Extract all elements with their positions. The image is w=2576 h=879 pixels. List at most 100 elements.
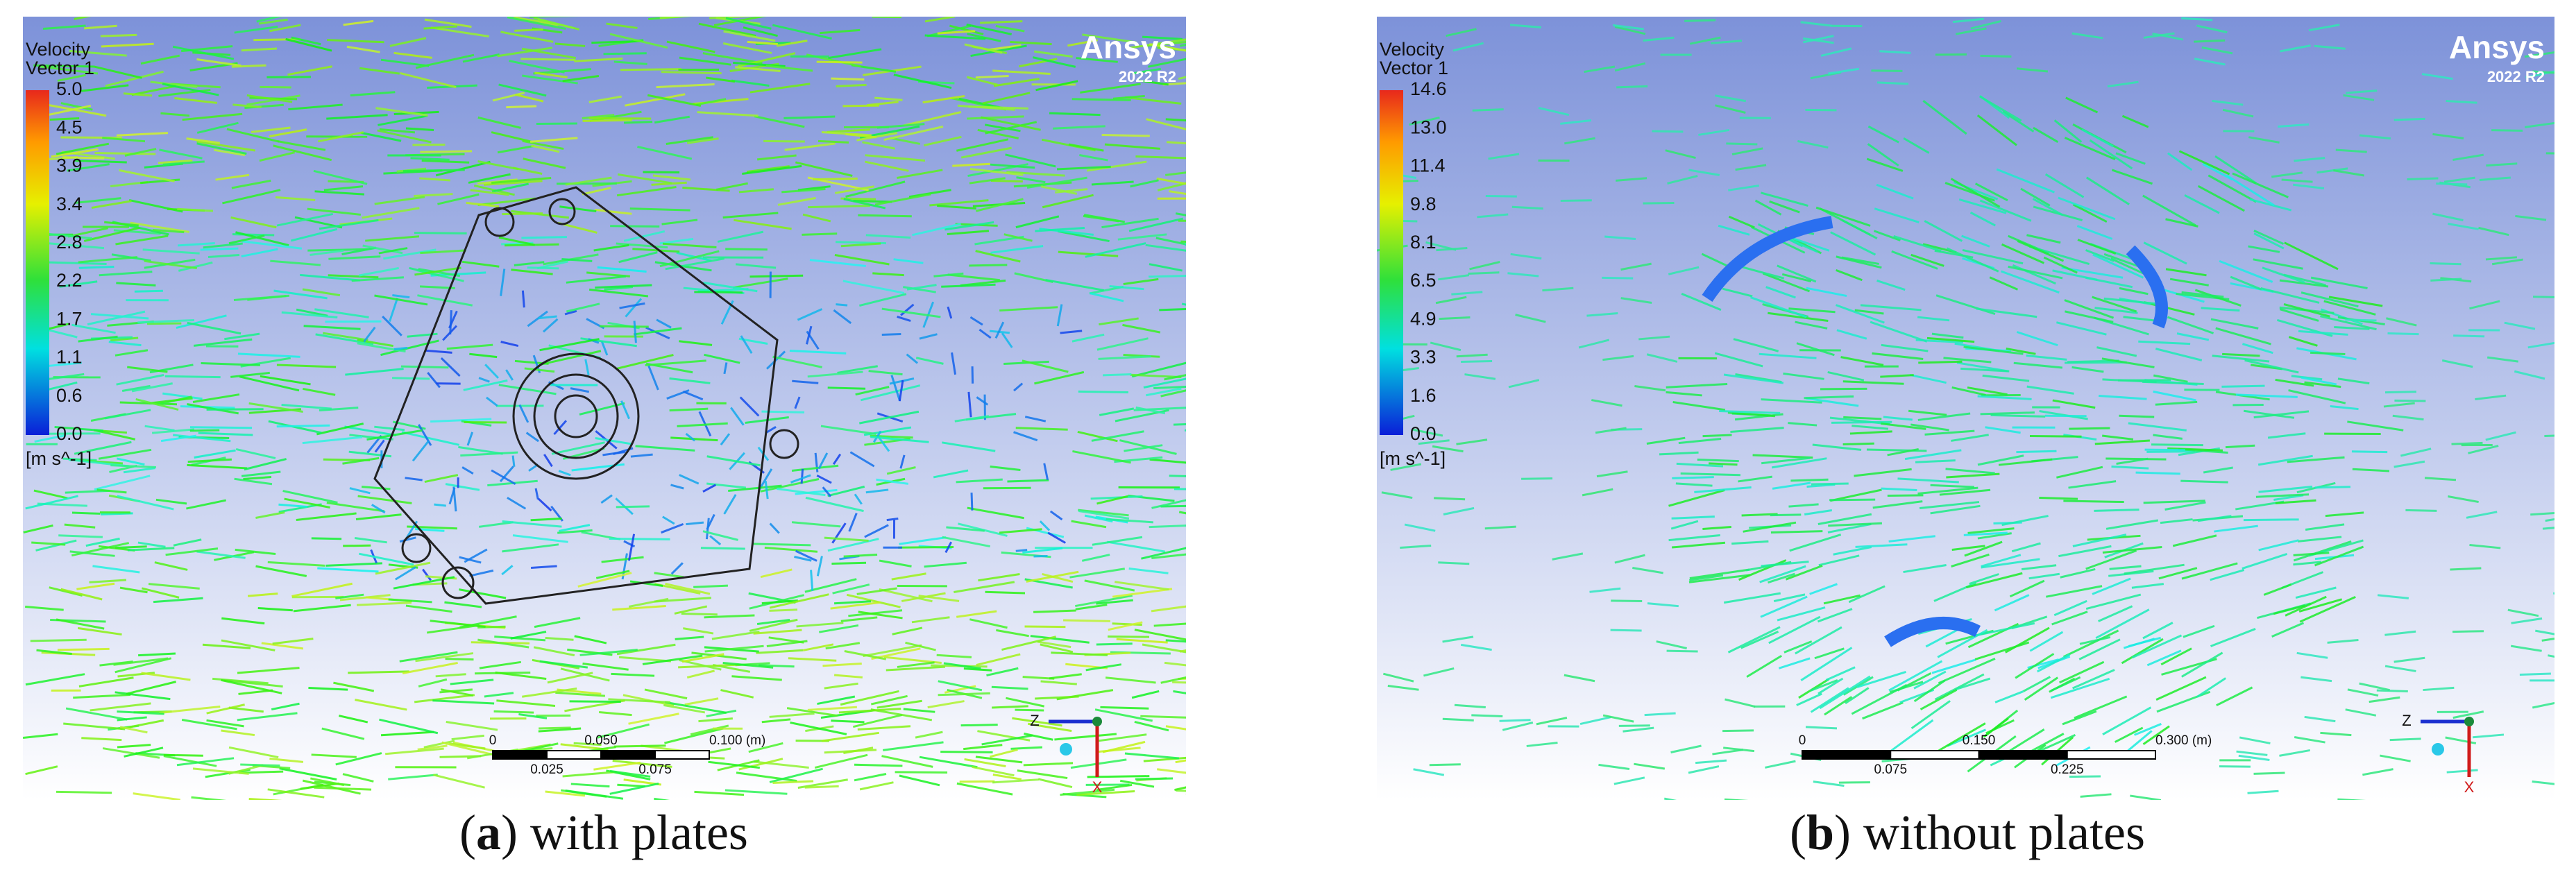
flow-arrow [2109, 565, 2142, 570]
flow-arrow [807, 370, 863, 378]
flow-arrow [2515, 214, 2547, 221]
flow-arrow [2530, 511, 2554, 516]
flow-arrow [967, 33, 1001, 42]
flow-arrow [1538, 106, 1570, 117]
flow-arrow [2022, 676, 2051, 692]
flow-arrow [683, 390, 704, 401]
flow-arrow [2131, 583, 2164, 589]
flow-arrow [2275, 378, 2314, 387]
flow-arrow [547, 672, 593, 684]
flow-arrow [666, 40, 715, 53]
flow-arrow [764, 546, 818, 553]
flow-arrow [388, 774, 438, 780]
flow-arrow [2105, 519, 2159, 530]
flow-arrow [694, 291, 743, 294]
flow-arrow [2026, 354, 2067, 361]
flow-arrow [1917, 412, 1971, 421]
flow-arrow [541, 350, 602, 366]
flow-arrow [1035, 226, 1085, 232]
flow-arrow [1620, 297, 1652, 304]
flow-arrow [728, 484, 782, 493]
flow-arrow [34, 434, 67, 443]
flow-arrow [1668, 266, 1700, 275]
flow-arrow [1828, 67, 1860, 75]
flow-arrow [1688, 169, 1720, 176]
flow-arrow [507, 17, 566, 31]
flow-arrow [425, 349, 452, 354]
flow-arrow [1381, 491, 1413, 500]
flow-arrow [1638, 335, 1670, 341]
flow-arrow [1955, 677, 1991, 691]
flow-arrow [954, 581, 1015, 593]
flow-arrow [319, 407, 359, 412]
flow-arrow [423, 25, 457, 30]
flow-arrow [162, 392, 203, 400]
flow-arrow [277, 140, 326, 151]
flow-arrow [1711, 40, 1743, 44]
flow-arrow [1013, 431, 1038, 442]
flow-arrow [1007, 479, 1049, 483]
colorbar-label: 0.6 [56, 385, 83, 406]
flow-arrow [1058, 250, 1119, 257]
flow-arrow [1976, 114, 2017, 146]
flow-arrow [243, 476, 272, 480]
flow-arrow [956, 478, 1003, 484]
flow-arrow [555, 691, 605, 697]
flow-arrow [302, 436, 363, 445]
flow-arrow [817, 139, 849, 144]
flow-arrow [374, 439, 385, 453]
flow-arrow [2081, 128, 2114, 148]
flow-arrow [358, 266, 399, 277]
flow-arrow [2314, 44, 2346, 50]
flow-arrow [1632, 567, 1663, 574]
flow-arrow [248, 402, 303, 413]
flow-arrow [776, 487, 826, 497]
flow-arrow [1842, 442, 1874, 446]
flow-arrow [795, 161, 853, 177]
flow-arrow [1083, 214, 1119, 223]
flow-arrow [399, 651, 458, 663]
flow-arrow [149, 397, 193, 404]
colorbar-label: 4.5 [56, 117, 83, 137]
flow-arrow [2362, 768, 2393, 776]
flow-arrow [794, 396, 801, 409]
flow-arrow [723, 494, 737, 515]
flow-arrow [708, 760, 761, 769]
flow-arrow [814, 753, 868, 769]
flow-arrow [1099, 317, 1139, 326]
flow-arrow [1818, 554, 1860, 567]
flow-arrow [654, 115, 690, 124]
scale-label: 0.075 [1874, 762, 1907, 777]
flow-arrow [531, 144, 560, 153]
flow-arrow [484, 692, 514, 698]
flow-arrow [2430, 278, 2462, 282]
flow-arrow [702, 52, 763, 65]
flow-arrow [1951, 386, 1986, 396]
flow-arrow [247, 295, 287, 301]
flow-arrow [669, 407, 709, 412]
flow-arrow [1714, 352, 1763, 368]
flow-arrow [515, 93, 544, 103]
flow-arrow [1042, 573, 1074, 583]
flow-arrow [534, 71, 568, 79]
flow-arrow [1728, 184, 1759, 191]
flow-arrow [33, 489, 68, 500]
flow-arrow [1996, 168, 2055, 194]
flow-arrow [856, 132, 898, 142]
flow-arrow [378, 114, 428, 126]
flow-arrow [270, 259, 321, 266]
flow-arrow [505, 369, 514, 381]
flow-arrow [788, 657, 837, 662]
flow-arrow [769, 522, 780, 534]
flow-arrow [1040, 643, 1074, 654]
flow-arrow [44, 328, 78, 339]
flow-arrow [570, 387, 590, 393]
flow-arrow [937, 30, 976, 35]
flow-arrow [1723, 592, 1781, 604]
flow-arrow [2443, 176, 2475, 183]
rotor-outline [512, 352, 640, 480]
flow-arrow [314, 786, 372, 791]
flow-arrow [1982, 374, 2030, 382]
flow-arrow [2283, 303, 2330, 318]
flow-arrow [966, 76, 998, 86]
